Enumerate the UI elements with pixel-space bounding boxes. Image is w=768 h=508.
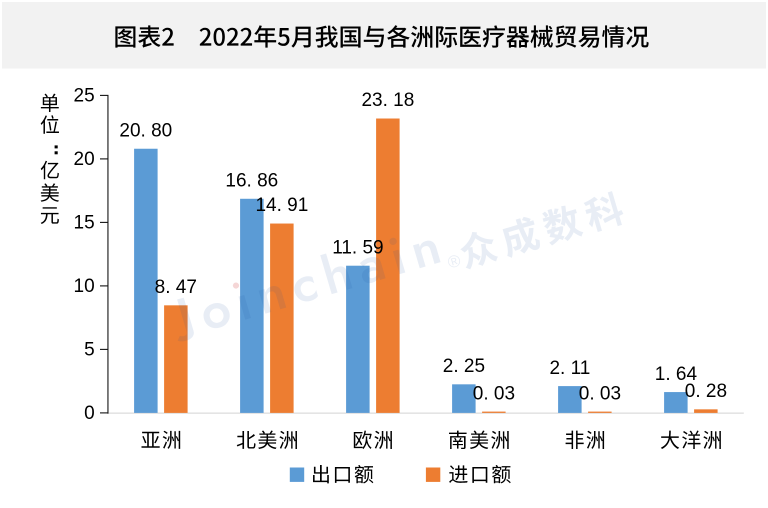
svg-text:0. 03: 0. 03 xyxy=(473,383,515,404)
svg-text:15: 15 xyxy=(74,212,95,233)
svg-text:2. 25: 2. 25 xyxy=(443,356,485,377)
svg-text:14. 91: 14. 91 xyxy=(255,195,308,216)
svg-text:1. 64: 1. 64 xyxy=(655,364,698,385)
svg-text:8. 47: 8. 47 xyxy=(155,277,197,298)
svg-text:25: 25 xyxy=(74,85,95,106)
svg-text:23. 18: 23. 18 xyxy=(361,90,414,111)
svg-text:0: 0 xyxy=(84,403,95,424)
svg-text:10: 10 xyxy=(74,276,95,297)
svg-text:11. 59: 11. 59 xyxy=(332,237,383,258)
svg-text:5: 5 xyxy=(84,339,95,360)
svg-text:16. 86: 16. 86 xyxy=(225,171,278,192)
svg-text:20. 80: 20. 80 xyxy=(119,120,172,141)
svg-text:0. 28: 0. 28 xyxy=(685,381,727,402)
svg-text:2. 11: 2. 11 xyxy=(549,358,590,379)
svg-text:0. 03: 0. 03 xyxy=(579,383,621,404)
svg-text:20: 20 xyxy=(74,149,95,170)
